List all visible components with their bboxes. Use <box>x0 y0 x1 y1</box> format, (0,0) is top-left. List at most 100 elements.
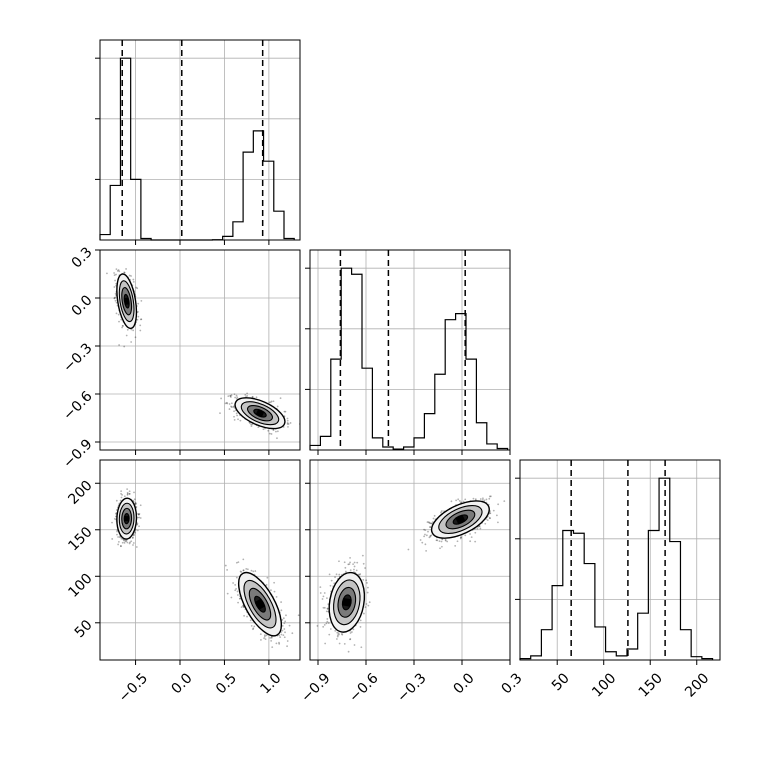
sample-point <box>113 297 116 300</box>
sample-point <box>224 564 227 567</box>
sample-point <box>338 642 341 645</box>
sample-point <box>128 492 131 495</box>
sample-point <box>495 514 498 517</box>
panel-content <box>316 495 506 653</box>
sample-point <box>278 642 281 645</box>
sample-point <box>252 628 254 631</box>
sample-point <box>257 426 260 429</box>
sample-point <box>347 563 350 566</box>
sample-point <box>358 573 361 576</box>
sample-point <box>236 396 239 399</box>
sample-point <box>245 567 248 570</box>
sample-point <box>428 521 431 524</box>
sample-point <box>430 522 433 525</box>
sample-point <box>220 397 222 400</box>
sample-point <box>278 634 281 637</box>
sample-point <box>326 618 329 620</box>
sample-point <box>230 406 233 409</box>
sample-point <box>419 539 422 541</box>
sample-point <box>291 632 294 635</box>
sample-point <box>235 587 238 590</box>
sample-point <box>459 537 462 540</box>
sample-point <box>138 516 141 519</box>
sample-point <box>128 490 131 493</box>
sample-point <box>240 606 243 609</box>
sample-point <box>137 302 140 305</box>
sample-point <box>283 628 286 630</box>
sample-point <box>341 633 344 636</box>
sample-point <box>364 567 366 569</box>
sample-point <box>230 402 233 405</box>
sample-point <box>367 586 369 589</box>
sample-point <box>472 497 475 500</box>
panel-frame <box>99 459 301 661</box>
y-tick-label: −0.6 <box>60 388 95 423</box>
x-tick-label: 0.0 <box>451 670 478 697</box>
sample-point <box>132 280 135 283</box>
sample-point <box>289 422 292 424</box>
sample-point <box>136 516 139 519</box>
sample-point <box>288 624 291 627</box>
sample-point <box>262 428 265 431</box>
sample-point <box>275 642 278 645</box>
y-tick-label: 150 <box>65 524 95 554</box>
sample-point <box>139 324 142 327</box>
sample-point <box>135 502 138 505</box>
sample-point <box>352 563 355 566</box>
sample-point <box>130 275 132 277</box>
sample-point <box>239 570 242 573</box>
sample-point <box>271 646 274 649</box>
sample-point <box>126 493 129 496</box>
histogram-panel-0 <box>95 39 301 245</box>
sample-point <box>362 578 365 581</box>
x-tick-label: 0.0 <box>169 670 196 697</box>
histogram-step-line <box>309 267 509 450</box>
sample-point <box>319 586 322 589</box>
sample-point <box>474 540 477 543</box>
sample-point <box>297 614 300 617</box>
sample-point <box>360 646 363 649</box>
sample-point <box>135 506 138 508</box>
sample-point <box>365 603 368 605</box>
sample-point <box>429 522 432 525</box>
sample-point <box>111 521 113 524</box>
sample-point <box>120 318 123 321</box>
sample-point <box>335 638 338 640</box>
sample-point <box>266 576 269 579</box>
sample-point <box>336 634 339 637</box>
sample-point <box>243 614 245 617</box>
sample-point <box>478 525 481 528</box>
sample-point <box>362 612 365 615</box>
sample-point <box>286 421 289 424</box>
x-tick-label: −0.6 <box>346 670 381 705</box>
sample-point <box>328 633 331 636</box>
sample-point <box>336 635 339 638</box>
sample-point <box>425 534 428 537</box>
sample-point <box>281 618 284 621</box>
sample-point <box>349 638 352 640</box>
sample-point <box>139 504 142 507</box>
sample-point <box>132 542 135 544</box>
sample-point <box>130 540 133 543</box>
sample-point <box>255 396 258 399</box>
sample-point <box>428 536 431 539</box>
sample-point <box>119 536 121 539</box>
sample-point <box>138 513 141 515</box>
sample-point <box>114 512 117 515</box>
sample-point <box>226 569 229 571</box>
sample-point <box>136 529 139 532</box>
sample-point <box>134 501 137 504</box>
sample-point <box>133 491 135 494</box>
x-tick-label: 1.0 <box>257 670 284 697</box>
sample-point <box>281 629 284 632</box>
sample-point <box>263 637 265 640</box>
sample-point <box>362 562 365 565</box>
sample-point <box>132 329 135 332</box>
sample-point <box>131 537 134 539</box>
sample-point <box>120 537 123 540</box>
sample-point <box>424 529 427 532</box>
x-tick-label: 150 <box>636 670 666 700</box>
sample-point <box>118 344 120 346</box>
sample-point <box>123 271 126 274</box>
sample-point <box>278 641 280 644</box>
